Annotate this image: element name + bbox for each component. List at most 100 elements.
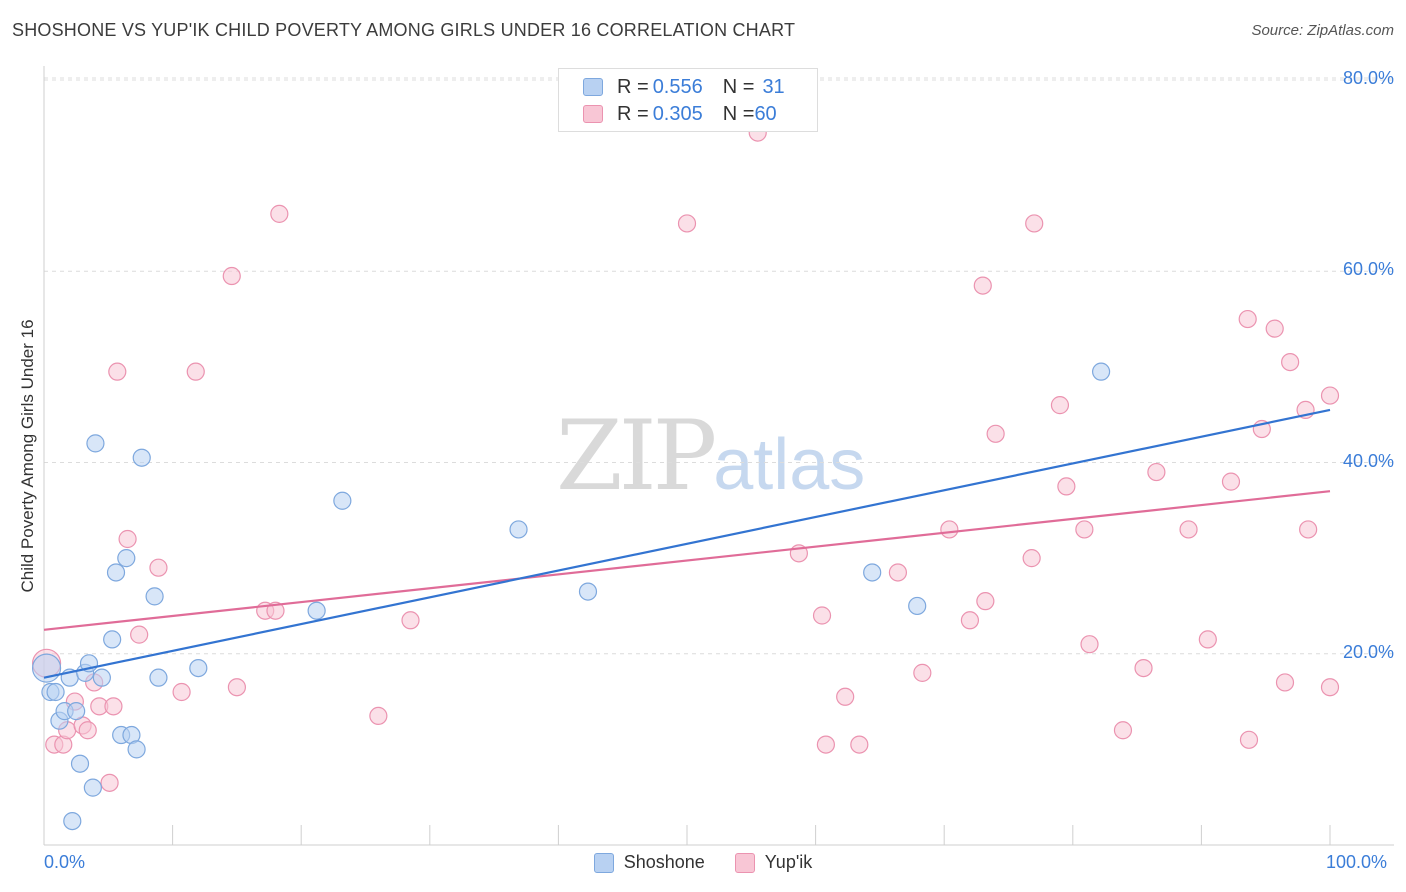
legend-item-shoshone: Shoshone (593, 852, 705, 873)
n-label: N = (722, 102, 755, 125)
yupik-point (172, 682, 191, 702)
yupik-point (222, 266, 241, 286)
yupik-point (976, 592, 995, 611)
shoshone-point (63, 811, 82, 831)
yupik-point (104, 697, 123, 716)
yupik-point (1134, 658, 1153, 678)
chart-title: SHOSHONE VS YUP'IK CHILD POVERTY AMONG G… (12, 20, 796, 40)
yupik-point (1320, 386, 1340, 405)
yupik-point (1221, 472, 1241, 491)
yupik-point (1050, 396, 1070, 415)
yupik-point (1238, 309, 1257, 329)
shoshone-point (132, 448, 151, 467)
yupik-point (227, 678, 246, 697)
shoshone-point (307, 601, 326, 620)
yupik-point (1075, 520, 1094, 539)
x-tick-label-min: 0.0% (44, 852, 86, 872)
stats-legend: R = 0.556 N = 31 R = 0.305 N = 60 (558, 68, 818, 132)
yupik-point (1057, 477, 1076, 496)
yupik-point (266, 601, 285, 620)
legend-label-yupik: Yup'ik (764, 852, 813, 872)
shoshone-swatch (583, 78, 603, 96)
y-tick-label-40: 40.0% (1342, 450, 1394, 471)
yupik-point (149, 558, 168, 577)
yupik-swatch (583, 105, 603, 123)
yupik-point (1113, 721, 1133, 740)
yupik-point (1147, 462, 1166, 482)
yupik-point (1299, 520, 1318, 539)
yupik-point (369, 706, 388, 726)
yupik-point (1265, 319, 1284, 338)
yupik-point (836, 687, 855, 706)
yupik-point (186, 362, 205, 381)
shoshone-point (189, 658, 208, 678)
yupik-point (130, 625, 149, 644)
shoshone-points (31, 362, 1111, 831)
yupik-point (973, 276, 992, 295)
trend-lines (43, 408, 1331, 679)
yupik-point (677, 214, 697, 233)
shoshone-point (117, 549, 136, 568)
yupik-point (1281, 352, 1300, 372)
yupik-point (1080, 635, 1099, 654)
n-label: N = (722, 75, 755, 98)
shoshone-point (46, 682, 65, 702)
yupik-points (31, 123, 1340, 792)
shoshone-point (333, 491, 352, 510)
stats-row-yupik: R = 0.305 N = 60 (583, 101, 777, 127)
yupik-point (986, 424, 1005, 443)
y-tick-label-60: 60.0% (1342, 259, 1394, 280)
yupik-point (940, 520, 959, 539)
yupik-point (270, 204, 289, 223)
yupik-point (1179, 520, 1198, 539)
shoshone-point (149, 668, 168, 687)
yupik-point (816, 735, 835, 754)
yupik-point (1025, 214, 1044, 233)
r-value: 0.305 (652, 102, 703, 125)
shoshone-legend-swatch (593, 852, 614, 873)
n-value: 60 (754, 102, 777, 125)
yupik-point (401, 611, 420, 630)
shoshone-point (578, 582, 598, 601)
yupik-point (1275, 673, 1295, 692)
axes (43, 66, 1394, 846)
shoshone-point (908, 596, 927, 616)
yupik-point (850, 735, 869, 754)
shoshone-point (509, 520, 528, 539)
source-label: Source: ZipAtlas.com (1251, 22, 1394, 39)
shoshone-point (127, 740, 146, 759)
legend-item-yupik: Yup'ik (734, 852, 813, 873)
yupik-point (100, 773, 119, 792)
yupik-point (118, 529, 137, 549)
x-tick-label-max: 100.0% (1326, 852, 1388, 872)
yupik-point (960, 611, 980, 630)
yupik-point (1239, 730, 1259, 749)
shoshone-trend-line (43, 408, 1331, 679)
shoshone-point (70, 754, 90, 773)
n-value: 31 (762, 75, 785, 98)
y-tick-label-20: 20.0% (1342, 641, 1394, 662)
yupik-point (1320, 678, 1340, 697)
shoshone-point (863, 563, 882, 582)
yupik-point (1198, 630, 1217, 649)
r-label: R = (617, 102, 649, 125)
yupik-point (812, 606, 832, 625)
shoshone-point (145, 587, 164, 606)
yupik-point (888, 563, 908, 582)
yupik-point (108, 362, 127, 381)
shoshone-point (86, 434, 105, 453)
series-legend: Shoshone Yup'ik (0, 852, 1406, 873)
r-value: 0.556 (652, 75, 703, 98)
shoshone-point (103, 630, 122, 649)
shoshone-point (106, 563, 126, 582)
legend-label-shoshone: Shoshone (623, 852, 705, 872)
stats-row-shoshone: R = 0.556 N = 31 (583, 74, 785, 100)
yupik-point (913, 663, 932, 682)
yupik-point (1022, 549, 1041, 568)
yupik-trend-line (43, 490, 1331, 631)
grid-lines (44, 77, 1394, 655)
shoshone-point (83, 778, 102, 797)
yupik-legend-swatch (734, 852, 755, 873)
shoshone-point (67, 702, 86, 721)
